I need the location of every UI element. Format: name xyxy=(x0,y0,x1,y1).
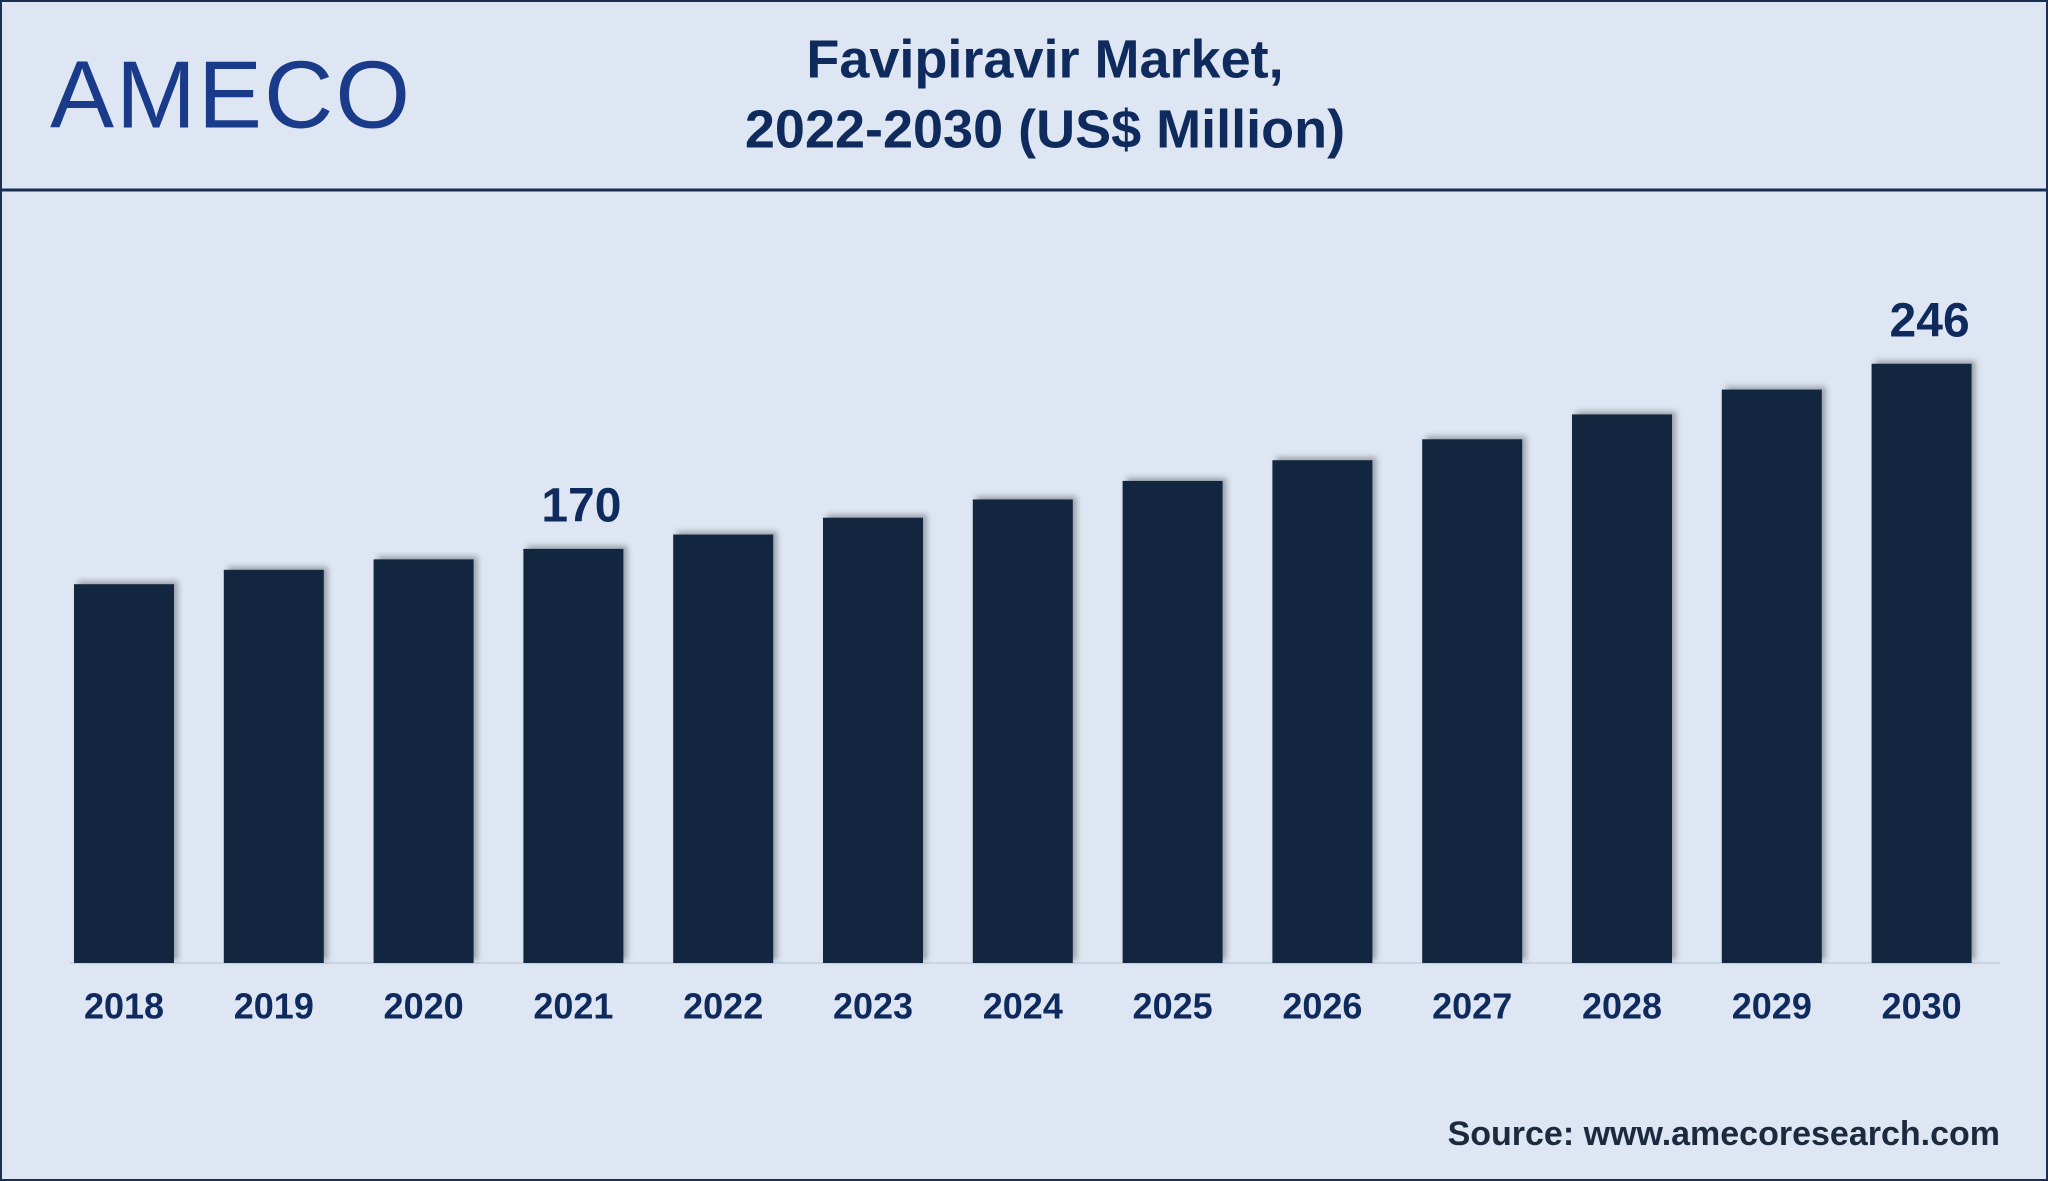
bar xyxy=(523,548,624,963)
x-tick-label: 2024 xyxy=(983,986,1063,1027)
logo: AMECO xyxy=(50,41,412,148)
x-tick-label: 2022 xyxy=(683,986,763,1027)
value-label: 170 xyxy=(541,480,621,533)
x-tick-label: 2021 xyxy=(533,986,613,1027)
x-tick-label: 2020 xyxy=(384,986,464,1027)
bar xyxy=(673,534,774,963)
bar xyxy=(1422,439,1523,963)
chart-title: Favipiravir Market, xyxy=(806,29,1283,89)
x-tick-label: 2028 xyxy=(1582,986,1662,1027)
value-label: 246 xyxy=(1890,294,1970,347)
x-tick-label: 2018 xyxy=(84,986,164,1027)
x-tick-label: 2026 xyxy=(1282,986,1362,1027)
bar xyxy=(1871,363,1972,963)
bar xyxy=(74,584,174,963)
source: Source: www.amecoresearch.com xyxy=(1448,1115,2000,1153)
x-tick-label: 2027 xyxy=(1432,986,1512,1027)
chart-title: 2022-2030 (US$ Million) xyxy=(745,99,1345,159)
x-tick-label: 2030 xyxy=(1882,986,1962,1027)
x-tick-label: 2025 xyxy=(1133,986,1213,1027)
bar xyxy=(373,559,474,963)
bar xyxy=(1122,480,1223,963)
bar xyxy=(1721,389,1822,963)
x-tick-label: 2023 xyxy=(833,986,913,1027)
bar xyxy=(223,569,324,963)
bar xyxy=(972,499,1073,963)
bar xyxy=(1572,414,1672,963)
x-tick-label: 2019 xyxy=(234,986,314,1027)
x-tick-label: 2029 xyxy=(1732,986,1812,1027)
bar xyxy=(823,517,923,963)
bar xyxy=(1272,460,1373,963)
